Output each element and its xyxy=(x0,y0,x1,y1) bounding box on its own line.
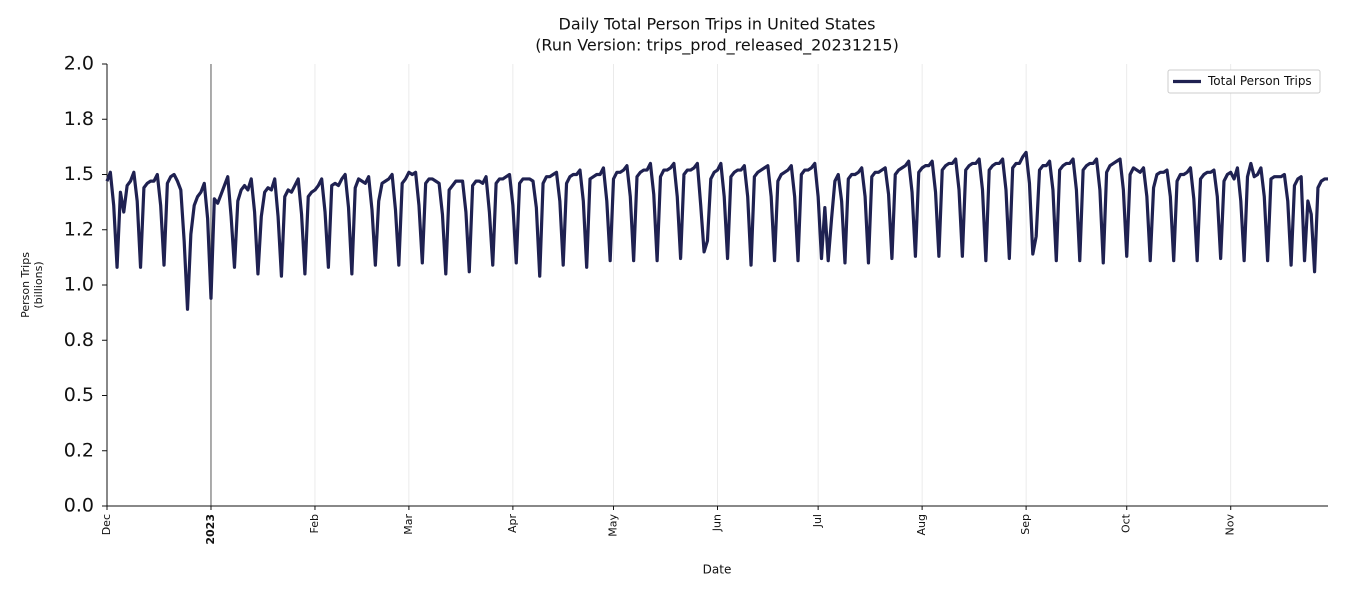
y-axis-label: (billions) xyxy=(32,261,45,308)
x-tick-label: Apr xyxy=(506,514,519,534)
x-tick-label: Dec xyxy=(100,514,113,535)
legend-label: Total Person Trips xyxy=(1207,74,1312,88)
chart-title: Daily Total Person Trips in United State… xyxy=(559,15,876,34)
x-tick-label: May xyxy=(607,514,620,537)
y-tick-label: 0.5 xyxy=(64,384,94,406)
y-tick-label: 0.0 xyxy=(64,495,94,517)
x-tick-label: Feb xyxy=(308,514,321,533)
y-tick-label: 1.0 xyxy=(64,274,94,296)
y-axis-label: Person Trips xyxy=(19,252,32,318)
x-tick-label: 2023 xyxy=(204,514,217,545)
x-tick-label: Oct xyxy=(1120,513,1133,533)
y-tick-label: 1.2 xyxy=(64,218,94,240)
y-tick-label: 2.0 xyxy=(64,53,94,75)
x-tick-label: Jun xyxy=(711,514,724,532)
chart-subtitle: (Run Version: trips_prod_released_202312… xyxy=(535,36,899,56)
x-tick-label: Jul xyxy=(811,514,824,528)
y-tick-label: 1.8 xyxy=(64,108,94,130)
y-tick-label: 0.8 xyxy=(64,329,94,351)
x-tick-label: Mar xyxy=(402,514,415,535)
x-tick-label: Sep xyxy=(1019,514,1032,535)
legend-box xyxy=(1167,69,1321,94)
data-line xyxy=(105,150,1328,311)
x-tick-label: Nov xyxy=(1224,514,1237,536)
y-tick-label: 0.2 xyxy=(64,439,94,461)
x-tick-label: Aug xyxy=(915,514,928,535)
x-axis-label: Date xyxy=(703,563,732,577)
y-tick-label: 1.5 xyxy=(64,163,94,185)
